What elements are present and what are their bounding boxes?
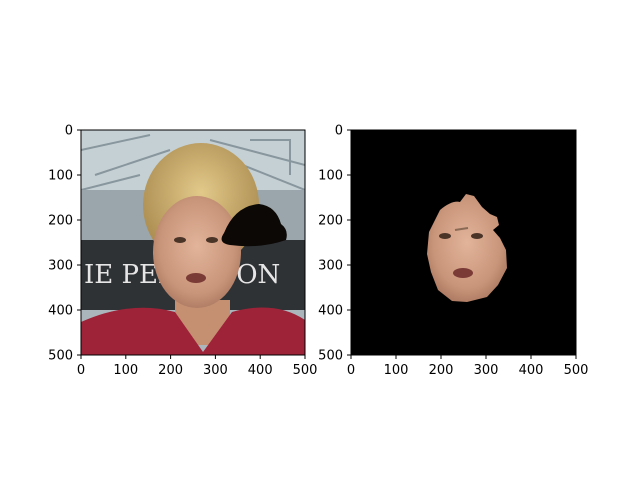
mask-panel: 0 100 200 300 400 500 0 100 200 300 400 500 (318, 124, 588, 379)
face (153, 196, 241, 308)
photo-panel: IE PENTAGON 0 100 200 300 400 500 0 100 200 300 40… (48, 124, 317, 379)
x-tick-label: 500 (564, 363, 589, 378)
x-tick-label: 400 (248, 363, 273, 378)
y-tick-label: 500 (318, 349, 343, 364)
x-tick-label: 200 (158, 363, 183, 378)
y-tick-label: 400 (318, 304, 343, 319)
y-tick-label: 200 (48, 214, 73, 229)
y-tick-label: 100 (48, 169, 73, 184)
y-tick-label: 300 (48, 259, 73, 274)
y-tick-label: 0 (335, 124, 343, 139)
y-tick-label: 400 (48, 304, 73, 319)
x-tick-label: 100 (113, 363, 138, 378)
x-tick-label: 300 (203, 363, 228, 378)
y-tick-label: 500 (48, 349, 73, 364)
x-tick-label: 0 (347, 363, 355, 378)
x-tick-label: 400 (519, 363, 544, 378)
x-tick-label: 300 (474, 363, 499, 378)
x-tick-label: 500 (293, 363, 318, 378)
mask-image (351, 130, 576, 355)
x-tick-label: 0 (77, 363, 85, 378)
y-tick-label: 300 (318, 259, 343, 274)
photo-image: IE PENTAGON (81, 130, 305, 355)
y-tick-label: 200 (318, 214, 343, 229)
x-tick-label: 100 (384, 363, 409, 378)
y-tick-label: 100 (318, 169, 343, 184)
y-tick-label: 0 (65, 124, 73, 139)
x-tick-label: 200 (429, 363, 454, 378)
